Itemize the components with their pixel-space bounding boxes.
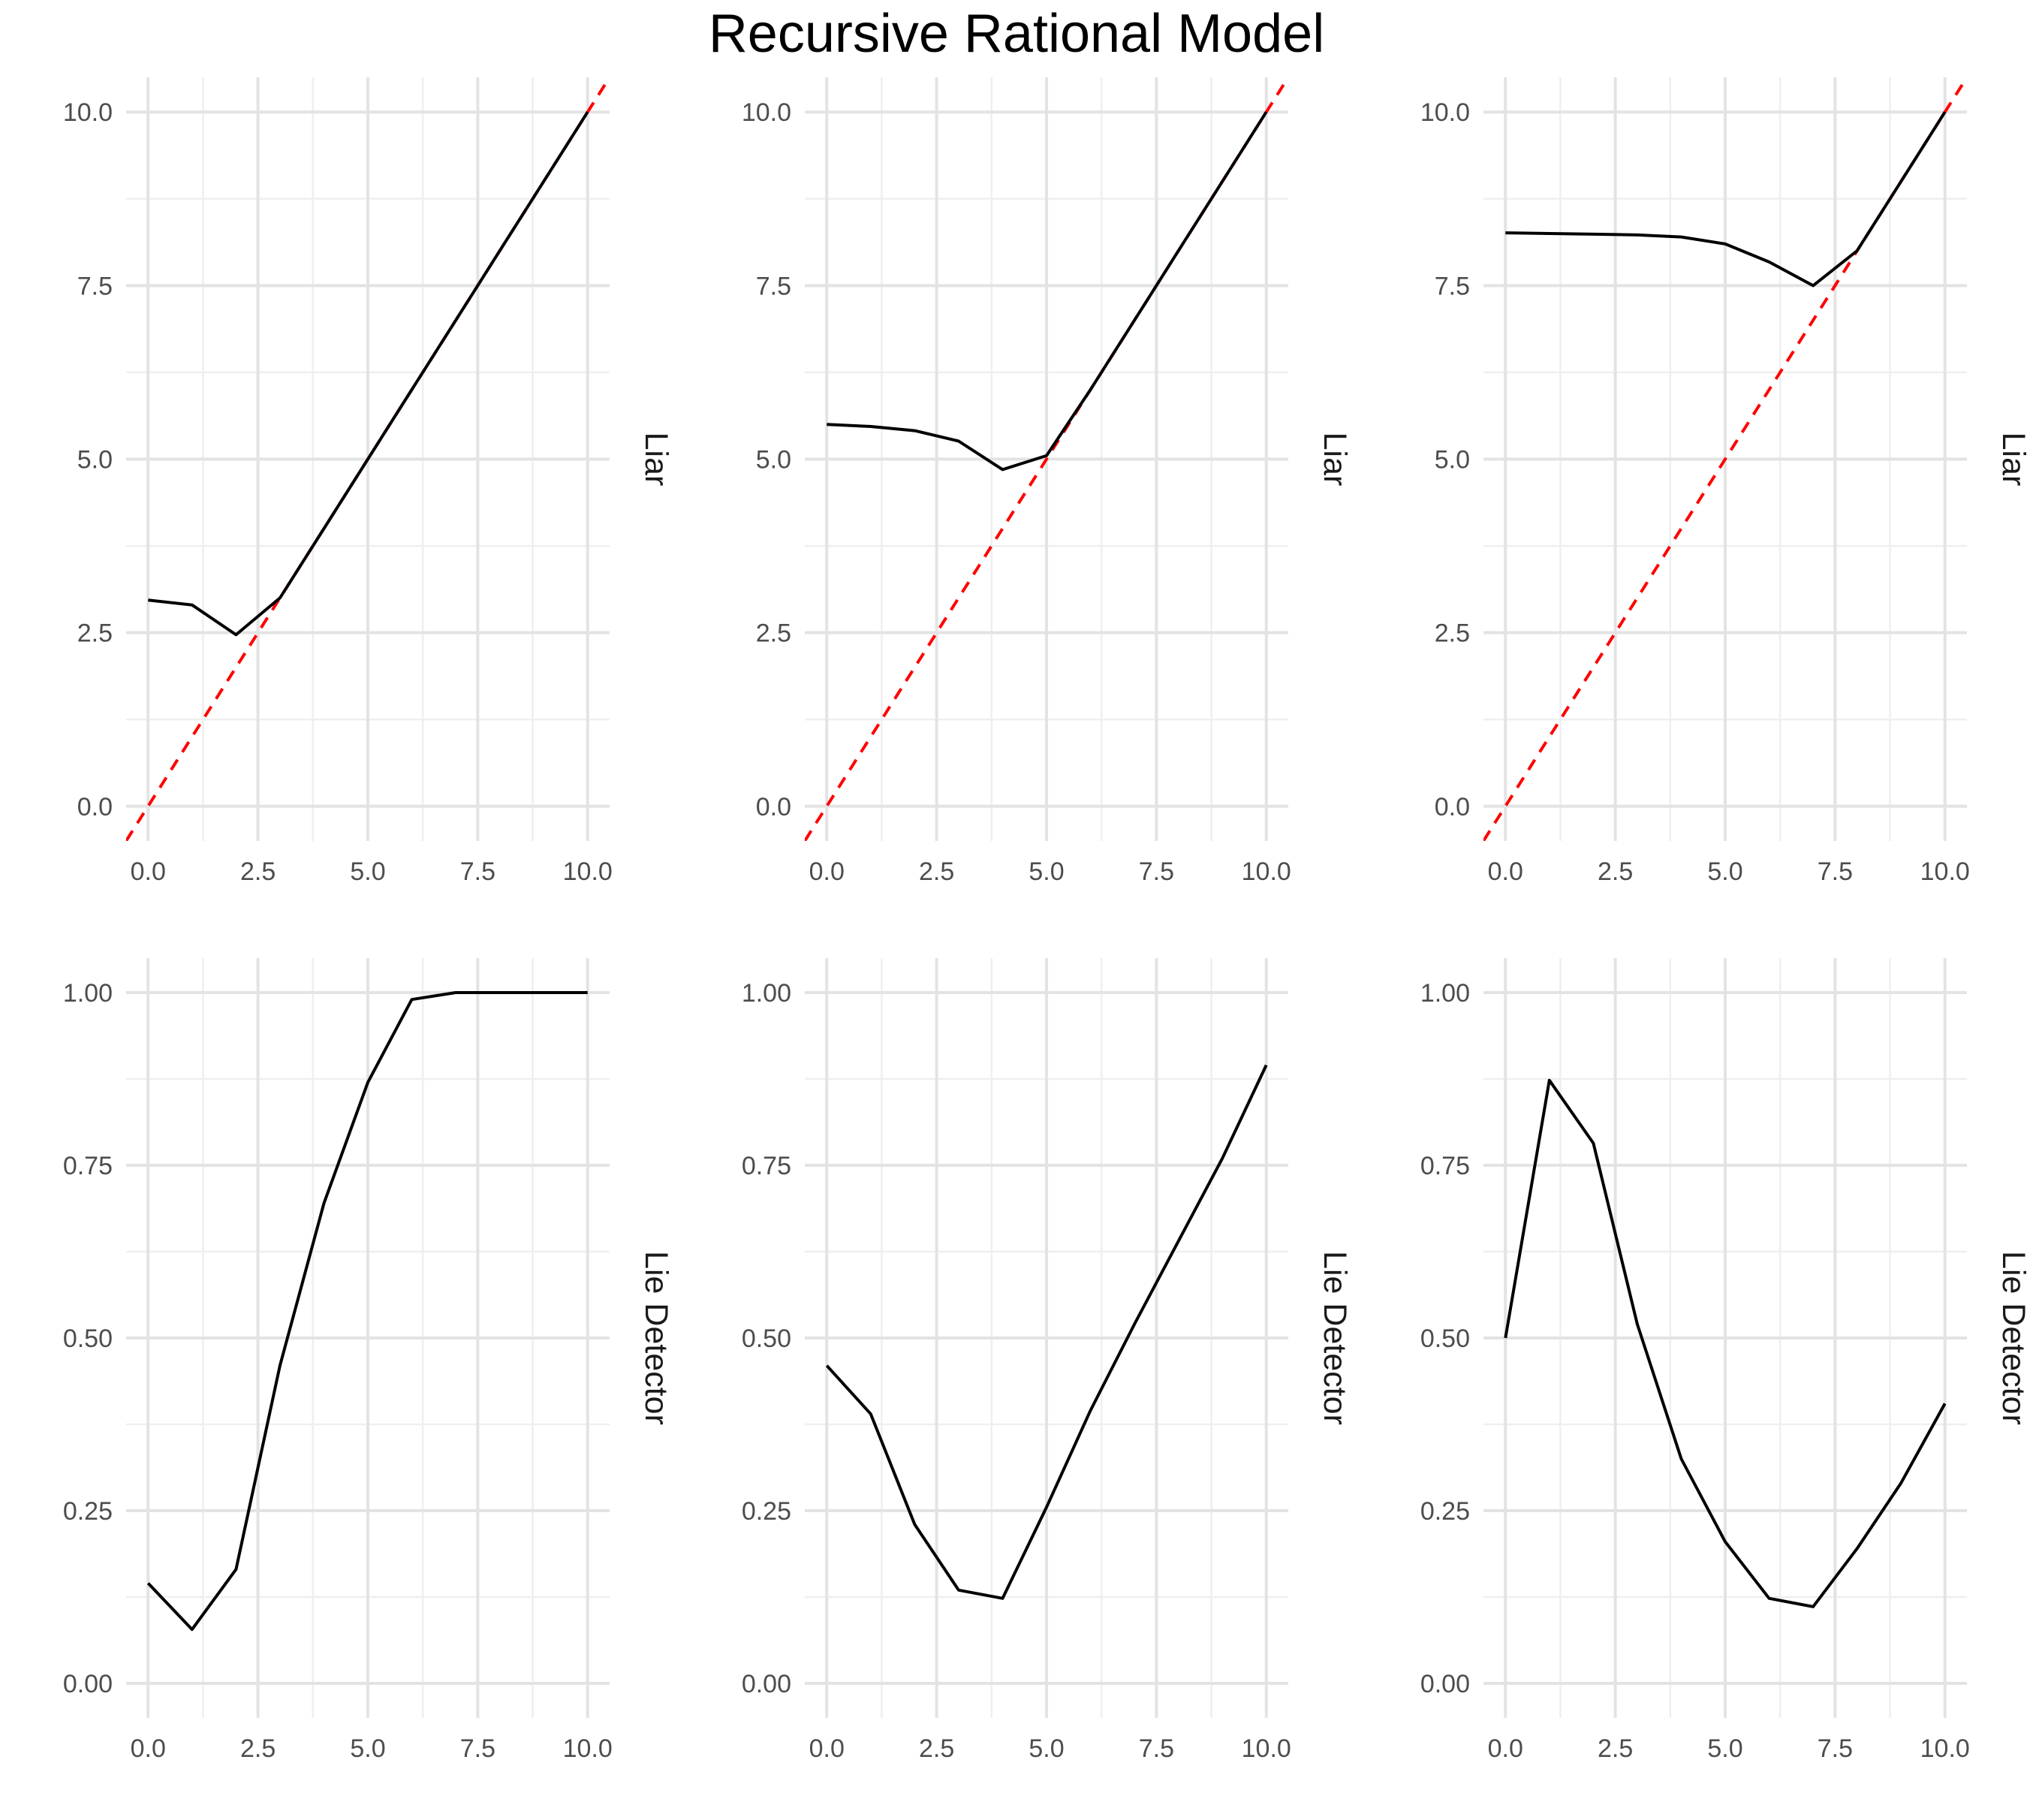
x-tick-label: 5.0 — [1707, 857, 1742, 886]
x-tick-label: 10.0 — [1242, 1734, 1291, 1763]
x-tick-label: 7.5 — [460, 1734, 495, 1763]
y-tick-label: 2.5 — [1435, 619, 1470, 648]
panel-top-left: 0.0 2.5 5.0 7.5 10.0 0.0 2.5 5.0 7.5 10.0 Liar — [63, 77, 674, 886]
x-tick-label: 0.0 — [809, 1734, 845, 1763]
x-tick-label: 0.0 — [131, 857, 166, 886]
y-tick-label: 7.5 — [756, 272, 791, 300]
y-tick-label: 0.25 — [63, 1497, 113, 1526]
strip-label: Lie Detector — [1995, 1251, 2031, 1425]
x-tick-label: 5.0 — [1029, 857, 1064, 886]
strip-label: Lie Detector — [638, 1251, 674, 1425]
strip-label: Liar — [1995, 432, 2031, 487]
strip-label: Liar — [1317, 432, 1353, 487]
y-tick-label: 0.00 — [1420, 1670, 1470, 1698]
x-tick-label: 10.0 — [1920, 1734, 1970, 1763]
x-tick-label: 7.5 — [1139, 1734, 1174, 1763]
panel-bottom-left: 0.0 2.5 5.0 7.5 10.0 0.00 0.25 0.50 0.75 1.00 Lie … — [63, 958, 674, 1763]
y-tick-label: 2.5 — [756, 619, 791, 648]
x-tick-label: 2.5 — [240, 857, 276, 886]
reference-line-dashed — [1483, 77, 1967, 841]
y-tick-label: 0.00 — [742, 1670, 791, 1698]
series-line — [148, 111, 589, 637]
y-tick-label: 10.0 — [63, 98, 113, 127]
x-tick-label: 0.0 — [809, 857, 845, 886]
x-tick-label: 5.0 — [350, 857, 385, 886]
panel-bottom-middle: 0.0 2.5 5.0 7.5 10.0 0.00 0.25 0.50 0.75 1.00 Lie … — [742, 958, 1353, 1763]
panel-top-middle: 0.0 2.5 5.0 7.5 10.0 0.0 2.5 5.0 7.5 10.0 Liar — [742, 77, 1353, 886]
y-tick-label: 7.5 — [77, 272, 113, 300]
x-tick-label: 0.0 — [1488, 1734, 1523, 1763]
y-tick-label: 0.50 — [742, 1324, 791, 1353]
x-tick-label: 5.0 — [1029, 1734, 1064, 1763]
reference-line-dashed — [805, 77, 1288, 841]
x-tick-label: 2.5 — [919, 857, 954, 886]
y-tick-label: 5.0 — [77, 446, 113, 475]
y-tick-label: 10.0 — [1420, 98, 1470, 127]
series-line — [1505, 111, 1947, 288]
series-line — [825, 1064, 1268, 1600]
x-tick-label: 0.0 — [131, 1734, 166, 1763]
y-tick-label: 0.75 — [63, 1152, 113, 1180]
y-tick-label: 0.25 — [1420, 1497, 1470, 1526]
panel-top-right: 0.0 2.5 5.0 7.5 10.0 0.0 2.5 5.0 7.5 10.0 Liar — [1420, 77, 2031, 886]
strip-label: Liar — [638, 432, 674, 487]
x-tick-label: 5.0 — [350, 1734, 385, 1763]
x-tick-label: 0.0 — [1488, 857, 1523, 886]
x-tick-label: 2.5 — [919, 1734, 954, 1763]
y-tick-label: 5.0 — [756, 446, 791, 475]
y-tick-label: 10.0 — [742, 98, 791, 127]
x-tick-label: 7.5 — [460, 857, 495, 886]
y-tick-label: 0.0 — [77, 793, 113, 821]
y-tick-label: 0.25 — [742, 1497, 791, 1526]
y-tick-label: 2.5 — [77, 619, 113, 648]
y-tick-label: 5.0 — [1435, 446, 1470, 475]
x-tick-label: 5.0 — [1707, 1734, 1742, 1763]
strip-label: Lie Detector — [1317, 1251, 1353, 1425]
y-tick-label: 0.75 — [742, 1152, 791, 1180]
x-tick-label: 2.5 — [1598, 1734, 1633, 1763]
y-tick-label: 0.50 — [63, 1324, 113, 1353]
x-tick-label: 10.0 — [563, 857, 613, 886]
x-tick-label: 7.5 — [1818, 857, 1853, 886]
chart-title: Recursive Rational Model — [708, 4, 1325, 64]
y-tick-label: 0.50 — [1420, 1324, 1470, 1353]
series-line — [827, 111, 1268, 472]
y-tick-label: 1.00 — [742, 979, 791, 1008]
x-tick-label: 10.0 — [1242, 857, 1291, 886]
x-tick-label: 7.5 — [1139, 857, 1174, 886]
y-tick-label: 1.00 — [1420, 979, 1470, 1008]
x-tick-label: 2.5 — [1598, 857, 1633, 886]
y-tick-label: 0.0 — [1435, 793, 1470, 821]
series-line — [146, 991, 588, 1632]
y-tick-label: 7.5 — [1435, 272, 1470, 300]
x-tick-label: 2.5 — [240, 1734, 276, 1763]
y-tick-label: 0.75 — [1420, 1152, 1470, 1180]
y-tick-label: 0.00 — [63, 1670, 113, 1698]
x-tick-label: 10.0 — [563, 1734, 613, 1763]
x-tick-label: 7.5 — [1818, 1734, 1853, 1763]
x-tick-label: 10.0 — [1920, 857, 1970, 886]
series-line — [1504, 1078, 1947, 1608]
y-tick-label: 0.0 — [756, 793, 791, 821]
y-tick-label: 1.00 — [63, 979, 113, 1008]
panel-bottom-right: 0.0 2.5 5.0 7.5 10.0 0.00 0.25 0.50 0.75 1.00 Lie … — [1420, 958, 2031, 1763]
